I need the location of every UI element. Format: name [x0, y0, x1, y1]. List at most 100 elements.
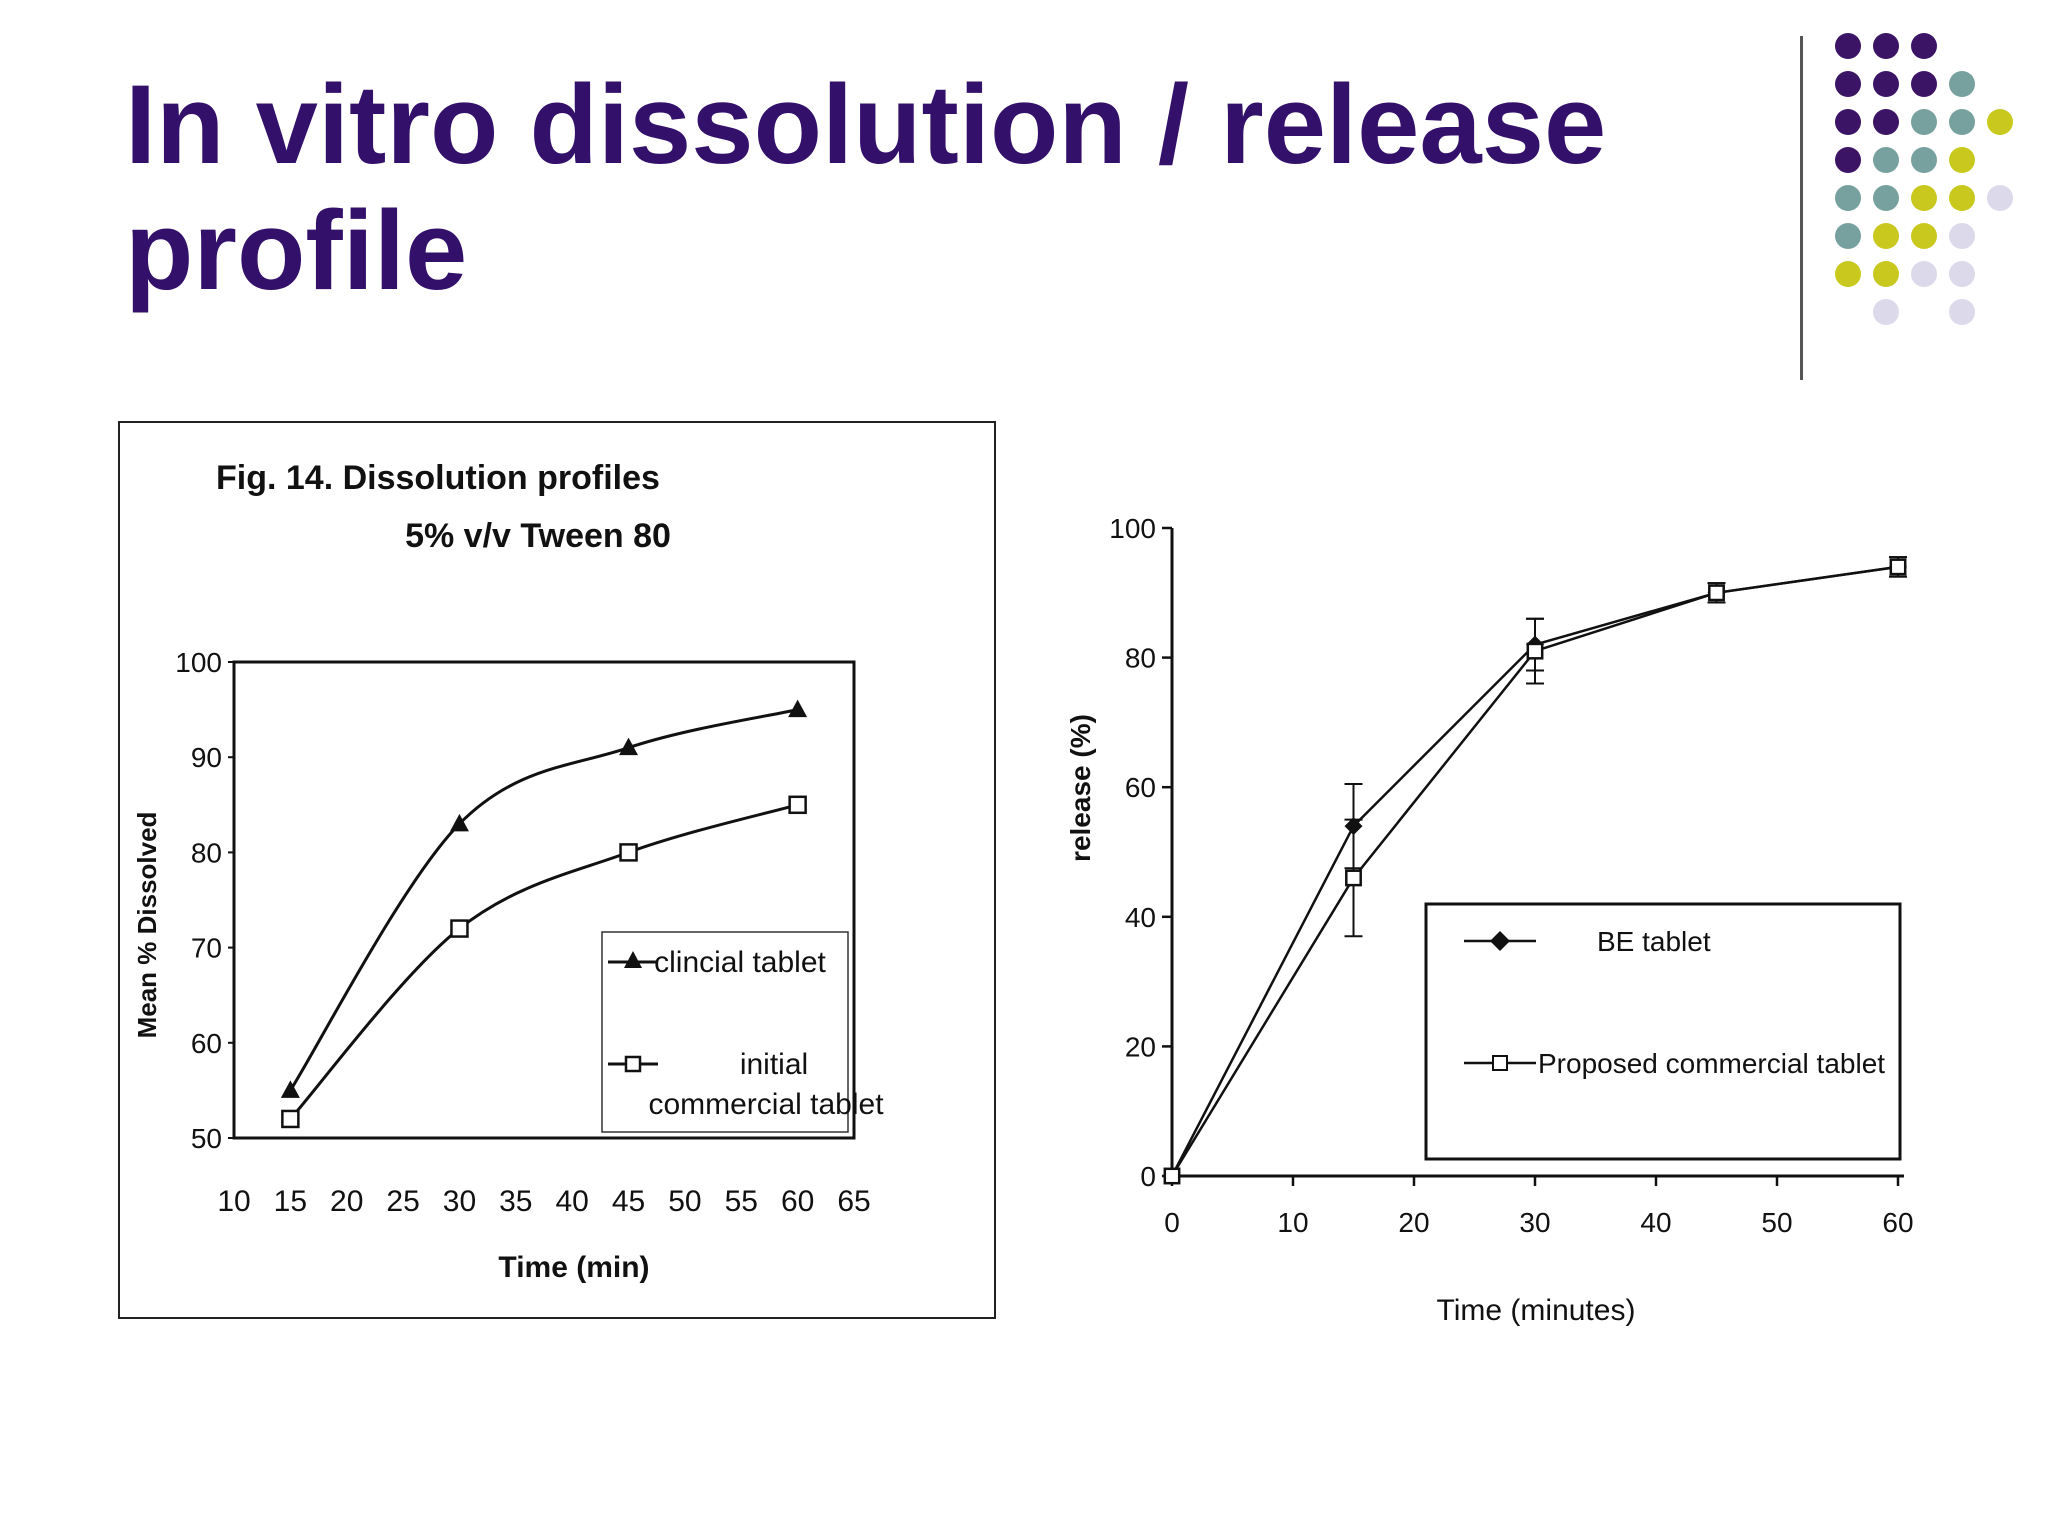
marker-triangle — [280, 1080, 300, 1098]
marker-square — [1889, 558, 1907, 576]
x-tick-label: 65 — [837, 1185, 870, 1218]
decorative-dot — [1873, 261, 1899, 287]
marker-square — [619, 843, 638, 862]
decorative-dot — [1949, 109, 1975, 135]
x-tick-label: 10 — [1277, 1207, 1308, 1238]
decorative-dot — [1911, 261, 1937, 287]
x-tick-label: 35 — [499, 1185, 532, 1218]
decorative-dot — [1835, 147, 1861, 173]
marker-square — [450, 919, 469, 938]
x-tick-label: 15 — [274, 1185, 307, 1218]
chart-dissolution-profiles: Fig. 14. Dissolution profiles 5% v/v Twe… — [118, 421, 996, 1319]
marker-triangle — [619, 737, 639, 756]
decorative-dot — [1911, 71, 1937, 97]
marker-square — [1526, 642, 1544, 660]
legend-label-initial: initial — [740, 1048, 808, 1081]
decorative-dot — [1835, 223, 1861, 249]
decorative-dot — [1949, 299, 1975, 325]
x-tick-label: 30 — [1519, 1207, 1550, 1238]
x-tick-label: 50 — [668, 1185, 701, 1218]
decorative-dot — [1873, 109, 1899, 135]
marker-square — [788, 795, 807, 815]
decorative-dot — [1911, 33, 1937, 59]
chart-release-profiles: 0 20 40 60 80 100 0 10 20 30 40 50 60 Time (minutes… — [1065, 513, 1914, 1327]
x-tick-label: 10 — [217, 1185, 250, 1218]
x-tick-label: 45 — [612, 1185, 645, 1218]
decorative-dot — [1949, 261, 1975, 287]
x-tick-label: 60 — [781, 1185, 814, 1218]
legend: BE tablet Proposed commercial tablet — [1424, 902, 1902, 1161]
marker-triangle — [788, 699, 808, 718]
y-tick-label: 60 — [1125, 772, 1156, 803]
y-tick-label: 80 — [191, 837, 222, 868]
legend-marker-diamond — [1490, 931, 1510, 951]
series-line — [289, 803, 799, 1120]
decorative-dot — [1987, 109, 2013, 135]
decorative-dot — [1873, 185, 1899, 211]
decorative-dot — [1949, 71, 1975, 97]
y-tick-label: 80 — [1125, 643, 1156, 674]
chart-title: Fig. 14. Dissolution profiles — [216, 459, 660, 497]
marker-triangle — [449, 813, 469, 832]
legend-label-be: BE tablet — [1597, 926, 1711, 957]
decorative-dot — [1911, 223, 1937, 249]
plot-area — [232, 660, 856, 1140]
x-tick-label: 25 — [386, 1185, 419, 1218]
legend-label-clincial: clincial tablet — [654, 946, 826, 979]
decorative-dot — [1911, 147, 1937, 173]
decorative-dot — [1911, 185, 1937, 211]
legend-marker-square — [624, 1055, 642, 1073]
y-axis-label: Mean % Dissolved — [132, 812, 162, 1039]
decorative-dot — [1987, 185, 2013, 211]
slide-title-line1: In vitro dissolution / release — [125, 62, 1607, 187]
decorative-dot — [1835, 33, 1861, 59]
y-tick-label: 0 — [1140, 1161, 1156, 1192]
legend-box — [1424, 902, 1902, 1161]
x-tick-label: 20 — [330, 1185, 363, 1218]
x-tick-label: 55 — [725, 1185, 758, 1218]
slide-title-line2: profile — [125, 188, 468, 313]
legend: clincial tablet initial commercial table… — [601, 931, 884, 1133]
y-tick-label: 60 — [191, 1028, 222, 1059]
legend-marker-triangle — [624, 951, 642, 968]
legend-marker-square — [1492, 1055, 1508, 1071]
x-tick-label: 60 — [1882, 1207, 1913, 1238]
decorative-dot — [1873, 71, 1899, 97]
legend-label-proposed: Proposed commercial tablet — [1538, 1048, 1885, 1079]
marker-square — [1163, 1167, 1181, 1185]
slide-title: In vitro dissolution / release profile — [125, 62, 1685, 314]
marker-square — [1708, 584, 1725, 602]
y-tick-label: 40 — [1125, 902, 1156, 933]
decorative-dot — [1949, 185, 1975, 211]
decorative-dot — [1873, 33, 1899, 59]
x-tick-label: 40 — [1640, 1207, 1671, 1238]
figure-frame — [118, 421, 996, 1319]
x-tick-label: 40 — [555, 1185, 588, 1218]
legend-box — [601, 931, 849, 1133]
decorative-dot — [1873, 299, 1899, 325]
x-tick-label: 0 — [1164, 1207, 1180, 1238]
y-tick-label: 100 — [1109, 513, 1156, 544]
y-tick-label: 100 — [175, 647, 222, 678]
y-axis-label: release (%) — [1065, 714, 1096, 862]
x-tick-label: 30 — [443, 1185, 476, 1218]
series-line — [289, 708, 798, 1092]
y-tick-label: 50 — [191, 1123, 222, 1154]
decorative-dot — [1873, 147, 1899, 173]
y-tick-label: 20 — [1125, 1031, 1156, 1062]
y-tick-label: 90 — [191, 742, 222, 773]
legend-label-initial-line2: commercial tablet — [648, 1088, 884, 1121]
decorative-dot — [1835, 71, 1861, 97]
decorative-divider — [1800, 36, 1803, 380]
x-tick-label: 50 — [1761, 1207, 1792, 1238]
marker-square — [281, 1109, 300, 1129]
decorative-dot — [1949, 223, 1975, 249]
decorative-dot — [1949, 147, 1975, 173]
decorative-dot — [1835, 109, 1861, 135]
decorative-dot-grid — [1835, 33, 2013, 325]
decorative-dot — [1911, 109, 1937, 135]
marker-square — [1345, 869, 1362, 887]
x-tick-label: 20 — [1398, 1207, 1429, 1238]
y-tick-label: 70 — [191, 933, 222, 964]
x-axis-label: Time (min) — [498, 1251, 649, 1284]
